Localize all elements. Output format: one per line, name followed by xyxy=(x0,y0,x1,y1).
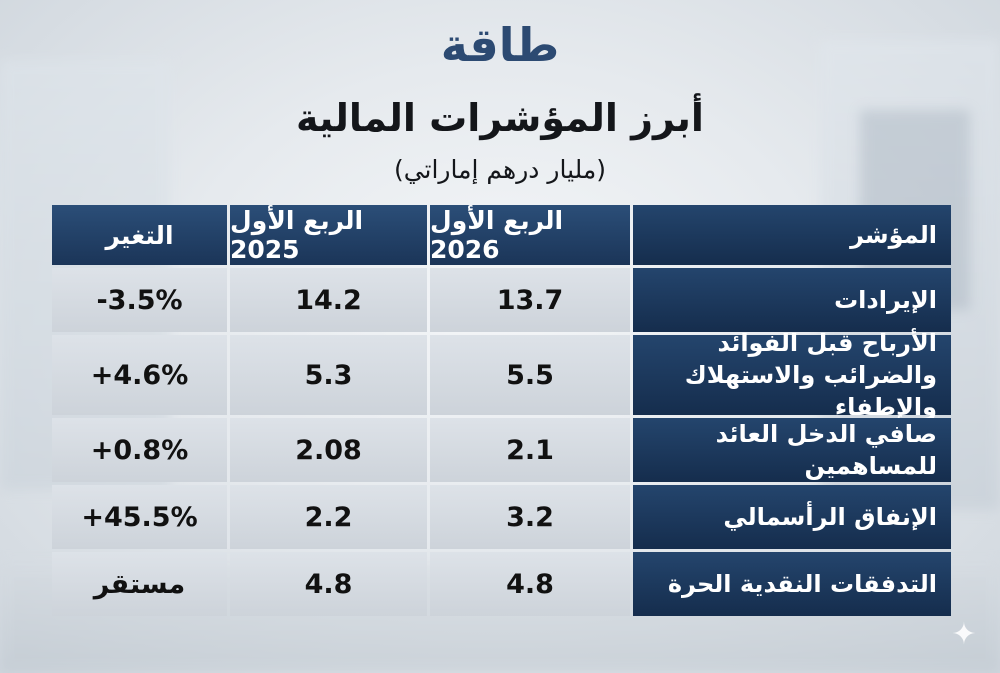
row-label-capex: الإنفاق الرأسمالي xyxy=(633,485,951,549)
brand-logo-text: طاقة xyxy=(440,18,560,72)
cell-change: +45.5% xyxy=(52,485,227,549)
cell-change: -3.5% xyxy=(52,268,227,332)
column-header-q1-2025: الربع الأول 2025 xyxy=(230,205,427,265)
cell-change: مستقر xyxy=(52,552,227,616)
column-header-indicator: المؤشر xyxy=(633,205,951,265)
page-title: أبرز المؤشرات المالية xyxy=(296,96,704,140)
financial-indicators-table: التغير الربع الأول 2025 الربع الأول 2026… xyxy=(52,205,951,616)
row-label-net-income: صافي الدخل العائد للمساهمين xyxy=(633,418,951,482)
cell-q1-2025: 4.8 xyxy=(230,552,427,616)
cell-q1-2026: 4.8 xyxy=(430,552,630,616)
cell-q1-2026: 13.7 xyxy=(430,268,630,332)
column-header-change: التغير xyxy=(52,205,227,265)
row-label-free-cash-flow: التدفقات النقدية الحرة xyxy=(633,552,951,616)
sparkle-icon: ✦ xyxy=(951,617,977,652)
cell-q1-2025: 2.2 xyxy=(230,485,427,549)
cell-q1-2025: 14.2 xyxy=(230,268,427,332)
cell-change: +4.6% xyxy=(52,335,227,415)
unit-subtitle: (مليار درهم إماراتي) xyxy=(393,155,607,184)
column-header-q1-2026: الربع الأول 2026 xyxy=(430,205,630,265)
cell-q1-2025: 2.08 xyxy=(230,418,427,482)
row-label-ebitda: الأرباح قبل الفوائد والضرائب والاستهلاك … xyxy=(633,329,951,421)
cell-q1-2025: 5.3 xyxy=(230,335,427,415)
cell-q1-2026: 5.5 xyxy=(430,335,630,415)
cell-q1-2026: 3.2 xyxy=(430,485,630,549)
row-label-revenue: الإيرادات xyxy=(633,268,951,332)
cell-q1-2026: 2.1 xyxy=(430,418,630,482)
cell-change: +0.8% xyxy=(52,418,227,482)
